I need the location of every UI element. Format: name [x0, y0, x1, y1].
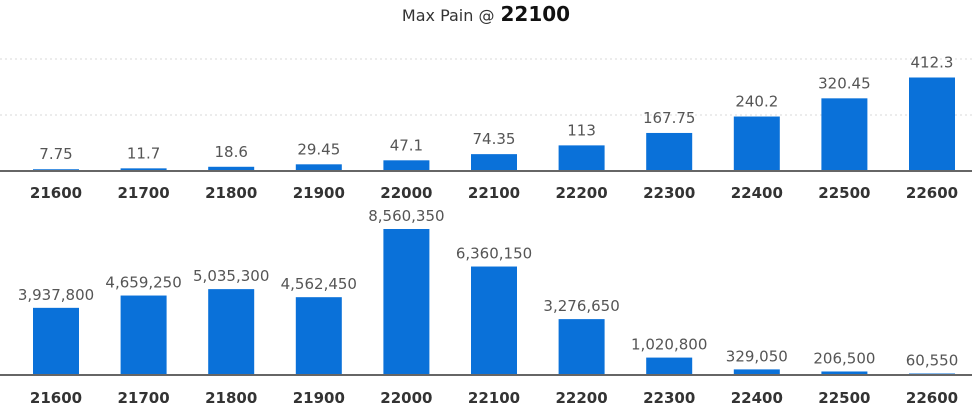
oi-tick-label-21900: 21900: [293, 389, 345, 407]
oi-bar-22200: [558, 319, 605, 375]
oi-data-label-22500: 206,500: [813, 349, 875, 367]
price-data-label-22200: 113: [567, 121, 596, 139]
oi-bar-22500: [821, 371, 868, 375]
oi-bar-21700: [120, 295, 167, 375]
oi-tick-label-21600: 21600: [30, 389, 82, 407]
price-data-label-22600: 412.3: [911, 54, 954, 72]
oi-bar-21600: [33, 307, 79, 375]
price-data-label-22400: 240.2: [735, 93, 778, 111]
oi-bar-22400: [733, 369, 780, 375]
price-data-label-22300: 167.75: [643, 109, 696, 127]
price-data-label-22000: 47.1: [390, 136, 423, 154]
price-bar-22400: [733, 116, 780, 171]
oi-tick-label-22000: 22000: [380, 389, 432, 407]
price-data-label-21700: 11.7: [127, 144, 160, 162]
oi-bar-22000: [383, 229, 430, 375]
oi-data-label-22300: 1,020,800: [631, 336, 707, 354]
price-data-label-22100: 74.35: [473, 130, 516, 148]
oi-data-label-22000: 8,560,350: [368, 207, 444, 225]
price-bar-21900: [295, 164, 342, 171]
price-bar-21700: [120, 168, 167, 171]
price-tick-label-22200: 22200: [556, 184, 608, 202]
price-data-label-21800: 18.6: [214, 143, 247, 161]
price-tick-label-22400: 22400: [731, 184, 783, 202]
oi-data-label-22400: 329,050: [726, 347, 788, 365]
oi-tick-label-22100: 22100: [468, 389, 520, 407]
price-bar-22000: [383, 160, 430, 171]
oi-tick-label-22300: 22300: [643, 389, 695, 407]
oi-data-label-21900: 4,562,450: [281, 275, 357, 293]
price-data-label-21600: 7.75: [39, 145, 72, 163]
price-tick-label-21900: 21900: [293, 184, 345, 202]
oi-data-label-21600: 3,937,800: [18, 286, 94, 304]
price-tick-label-21600: 21600: [30, 184, 82, 202]
oi-data-label-21700: 4,659,250: [105, 274, 181, 292]
oi-data-label-22100: 6,360,150: [456, 245, 532, 263]
price-data-label-22500: 320.45: [818, 74, 871, 92]
oi-panel: 3,937,800 4,659,250 5,035,300 4,562,450 8,56…: [0, 207, 972, 407]
price-tick-label-22100: 22100: [468, 184, 520, 202]
oi-tick-label-21700: 21700: [118, 389, 170, 407]
price-bar-22600: [909, 77, 955, 171]
price-tick-label-21800: 21800: [205, 184, 257, 202]
chart-title: Max Pain @ 22100: [0, 2, 972, 26]
price-data-label-21900: 29.45: [297, 140, 340, 158]
max-pain-label: Max Pain @: [401, 6, 495, 25]
oi-data-label-21800: 5,035,300: [193, 267, 269, 285]
oi-bar-22300: [646, 357, 693, 375]
oi-tick-label-22500: 22500: [818, 389, 870, 407]
price-bar-22300: [646, 132, 693, 171]
price-bar-22100: [471, 154, 517, 171]
oi-tick-label-22600: 22600: [906, 389, 958, 407]
price-tick-label-22300: 22300: [643, 184, 695, 202]
price-tick-label-22500: 22500: [818, 184, 870, 202]
oi-data-label-22600: 60,550: [906, 352, 959, 370]
price-tick-label-21700: 21700: [118, 184, 170, 202]
price-bar-22500: [821, 98, 868, 171]
price-bar-22200: [558, 145, 605, 171]
oi-tick-label-22400: 22400: [731, 389, 783, 407]
oi-bar-21800: [208, 289, 255, 375]
oi-tick-label-21800: 21800: [205, 389, 257, 407]
oi-tick-label-22200: 22200: [556, 389, 608, 407]
price-tick-label-22000: 22000: [380, 184, 432, 202]
oi-bar-22100: [471, 266, 517, 375]
price-panel: 7.75 11.7 18.6 29.45 47.1 74.35 113 167.75 240.2…: [0, 54, 972, 202]
oi-data-label-22200: 3,276,650: [543, 297, 619, 315]
price-tick-label-22600: 22600: [906, 184, 958, 202]
oi-bar-21900: [295, 297, 342, 375]
max-pain-value: 22100: [500, 2, 571, 26]
price-bar-21800: [208, 166, 255, 171]
